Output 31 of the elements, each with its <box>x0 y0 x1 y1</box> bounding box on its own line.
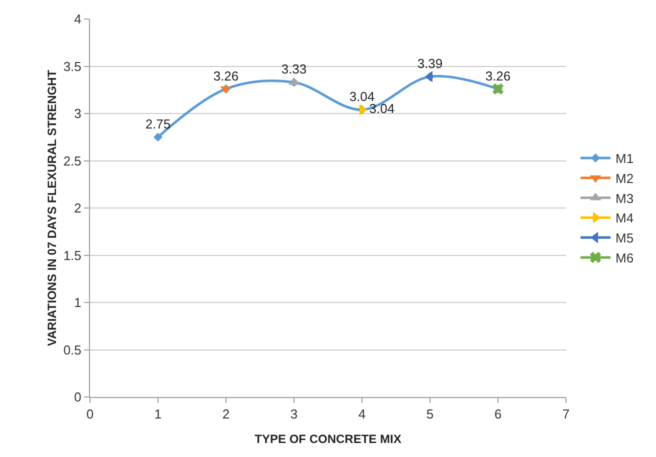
y-tick-label: 3.5 <box>63 58 82 74</box>
data-label: 3.26 <box>213 68 239 84</box>
x-tick-label: 7 <box>562 406 570 422</box>
point <box>153 132 163 142</box>
x-tick-label: 4 <box>358 406 366 422</box>
legend-label: M3 <box>616 190 634 206</box>
x-tick-label: 6 <box>494 406 502 422</box>
x-tick-label: 3 <box>290 406 298 422</box>
x-tick-label: 0 <box>86 406 94 422</box>
y-tick-label: 1.5 <box>63 248 82 263</box>
legend-label: M1 <box>616 151 634 166</box>
y-tick-label: 0.5 <box>63 342 82 358</box>
x-axis-title: TYPE OF CONCRETE MIX <box>254 432 402 446</box>
data-label: 3.26 <box>485 68 511 84</box>
y-tick-label: 4 <box>74 12 82 27</box>
x-tick-label: 1 <box>154 406 162 422</box>
y-tick-label: 0 <box>74 390 82 405</box>
y-tick-label: 1 <box>74 295 82 310</box>
y-axis-title: VARIATIONS IN 07 DAYS FLEXURAL STRENGHT <box>45 69 59 346</box>
data-label: 3.39 <box>417 56 443 72</box>
y-tick-label: 2.5 <box>63 153 82 168</box>
y-tick-label: 2 <box>74 200 82 216</box>
y-tick-label: 3 <box>74 106 82 122</box>
data-label: 2.75 <box>145 116 171 132</box>
data-label: 3.33 <box>281 62 307 77</box>
legend-label: M4 <box>616 210 634 226</box>
legend-label: M5 <box>616 230 634 246</box>
x-tick-label: 5 <box>426 406 434 422</box>
x-tick-label: 2 <box>222 406 230 422</box>
legend-label: M6 <box>616 250 634 266</box>
legend-label: M2 <box>616 170 634 186</box>
